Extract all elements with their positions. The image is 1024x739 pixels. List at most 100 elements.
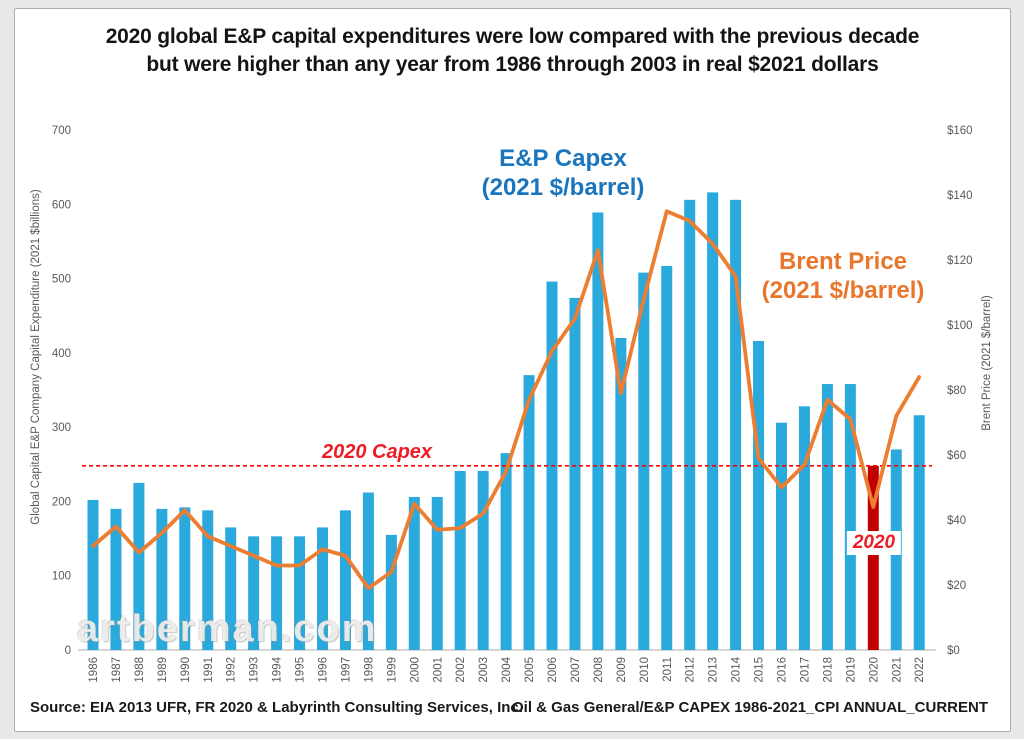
x-tick-2015: 2015 bbox=[754, 657, 766, 683]
capex-bar-2017 bbox=[798, 406, 810, 650]
chart-title: 2020 global E&P capital expenditures wer… bbox=[15, 23, 1010, 79]
left-axis-title: Global Capital E&P Company Capital Expen… bbox=[30, 189, 42, 525]
right-axis-tick-120: $120 bbox=[947, 255, 973, 267]
capex-bar-2001 bbox=[431, 496, 443, 650]
x-tick-1996: 1996 bbox=[318, 657, 330, 683]
capex-bar-2009 bbox=[615, 338, 627, 650]
capex-bar-1992 bbox=[225, 527, 237, 650]
brent-price-line bbox=[91, 209, 922, 591]
x-tick-1995: 1995 bbox=[295, 657, 307, 683]
capex-bar-1997 bbox=[339, 510, 351, 650]
x-tick-2021: 2021 bbox=[891, 657, 903, 683]
left-axis-tick-700: 700 bbox=[52, 125, 71, 137]
left-axis-tick-100: 100 bbox=[52, 571, 71, 583]
x-tick-1990: 1990 bbox=[180, 657, 192, 683]
source-note: Source: EIA 2013 UFR, FR 2020 & Labyrint… bbox=[30, 699, 523, 716]
x-tick-2014: 2014 bbox=[731, 656, 743, 682]
capex-bar-2019 bbox=[844, 384, 856, 650]
x-tick-1992: 1992 bbox=[226, 657, 238, 683]
capex-bar-2010 bbox=[638, 272, 650, 650]
x-tick-1988: 1988 bbox=[134, 657, 146, 683]
x-tick-2006: 2006 bbox=[547, 657, 559, 683]
right-axis-tick-40: $40 bbox=[947, 515, 966, 527]
capex-bar-1987 bbox=[110, 508, 122, 650]
x-tick-2002: 2002 bbox=[455, 657, 467, 683]
capex-bar-1999 bbox=[385, 534, 397, 650]
right-axis-title: Brent Price (2021 $/barrel) bbox=[981, 295, 993, 431]
x-tick-2018: 2018 bbox=[822, 657, 834, 683]
capex-bar-1996 bbox=[317, 527, 328, 650]
x-tick-2005: 2005 bbox=[524, 657, 536, 683]
capex-bar-2012 bbox=[684, 199, 696, 651]
x-tick-1993: 1993 bbox=[249, 657, 261, 683]
right-axis-tick-160: $160 bbox=[947, 125, 973, 137]
x-tick-2000: 2000 bbox=[409, 657, 421, 683]
brent-series-label: Brent Price (2021 $/barrel) bbox=[762, 247, 925, 305]
capex-bar-1990 bbox=[179, 507, 191, 650]
x-tick-2022: 2022 bbox=[914, 657, 926, 683]
x-tick-1989: 1989 bbox=[157, 657, 169, 683]
x-tick-1991: 1991 bbox=[203, 657, 215, 683]
right-axis-tick-100: $100 bbox=[947, 320, 973, 332]
ref-line-label-2020-capex: 2020 Capex bbox=[321, 441, 433, 463]
capex-bar-2007 bbox=[569, 297, 581, 650]
capex-bar-2022 bbox=[913, 415, 925, 650]
capex-bar-2015 bbox=[753, 340, 765, 650]
x-tick-1986: 1986 bbox=[88, 657, 100, 683]
x-tick-2007: 2007 bbox=[570, 657, 582, 683]
capex-series-label-line2: (2021 $/barrel) bbox=[481, 174, 645, 201]
capex-bar-1988 bbox=[133, 482, 145, 650]
x-tick-2013: 2013 bbox=[708, 657, 720, 683]
capex-bar-2005 bbox=[523, 375, 535, 650]
capex-bar-1994 bbox=[271, 536, 283, 650]
capex-series-label-line1: E&P Capex bbox=[499, 145, 627, 172]
right-axis-tick-60: $60 bbox=[947, 450, 966, 462]
capex-bar-2013 bbox=[707, 192, 719, 650]
chart-title-line2: but were higher than any year from 1986 … bbox=[146, 53, 879, 76]
capex-bar-2018 bbox=[821, 384, 833, 650]
capex-bar-2000 bbox=[408, 496, 420, 650]
file-note: Oil & Gas General/E&P CAPEX 1986-2021_CP… bbox=[512, 699, 988, 716]
x-tick-2003: 2003 bbox=[478, 657, 490, 683]
capex-bar-1995 bbox=[294, 536, 306, 650]
year-2020-callout: 2020 bbox=[846, 531, 902, 555]
capex-bar-2016 bbox=[776, 422, 787, 650]
brent-series-label-line2: (2021 $/barrel) bbox=[761, 277, 925, 304]
left-axis-tick-0: 0 bbox=[65, 645, 71, 657]
capex-bar-1993 bbox=[248, 536, 260, 650]
x-tick-2004: 2004 bbox=[501, 656, 513, 682]
left-axis-tick-500: 500 bbox=[52, 274, 71, 286]
x-tick-1994: 1994 bbox=[272, 656, 284, 682]
x-tick-2009: 2009 bbox=[616, 657, 628, 683]
left-axis-tick-300: 300 bbox=[52, 422, 71, 434]
capex-bar-1986 bbox=[87, 499, 99, 650]
capex-bar-2014 bbox=[730, 199, 742, 651]
x-tick-2020: 2020 bbox=[868, 657, 880, 683]
capex-bar-1989 bbox=[156, 508, 168, 650]
chart-title-line1: 2020 global E&P capital expenditures wer… bbox=[105, 25, 920, 48]
right-axis-tick-0: $0 bbox=[947, 645, 960, 657]
brent-series-label-line1: Brent Price bbox=[778, 248, 908, 275]
capex-bar-1991 bbox=[202, 510, 214, 650]
x-tick-1999: 1999 bbox=[386, 657, 398, 683]
x-tick-2010: 2010 bbox=[639, 657, 651, 683]
capex-bar-2003 bbox=[477, 470, 489, 650]
x-tick-2008: 2008 bbox=[593, 657, 605, 683]
watermark: artberman.com bbox=[77, 608, 378, 650]
capex-bar-2008 bbox=[592, 212, 604, 650]
x-tick-2016: 2016 bbox=[777, 657, 789, 683]
capex-bar-1998 bbox=[362, 492, 374, 650]
x-tick-2001: 2001 bbox=[432, 657, 444, 683]
capex-bar-2011 bbox=[661, 265, 673, 650]
left-axis-tick-200: 200 bbox=[52, 496, 71, 508]
x-tick-2017: 2017 bbox=[799, 657, 811, 683]
capex-bar-2002 bbox=[454, 470, 466, 650]
x-tick-2011: 2011 bbox=[662, 657, 674, 682]
x-tick-1997: 1997 bbox=[340, 657, 352, 683]
capex-series-label: E&P Capex (2021 $/barrel) bbox=[482, 144, 645, 202]
left-axis-tick-400: 400 bbox=[52, 348, 71, 360]
right-axis-tick-80: $80 bbox=[947, 385, 966, 397]
left-axis-tick-600: 600 bbox=[52, 199, 71, 211]
right-axis-tick-20: $20 bbox=[947, 580, 966, 592]
